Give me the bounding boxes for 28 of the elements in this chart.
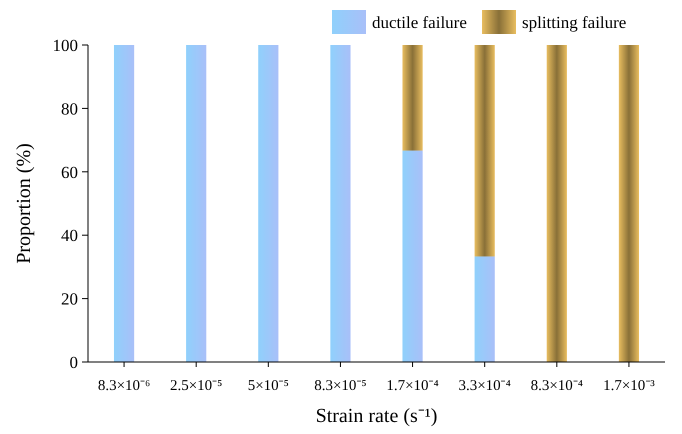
- x-tick-label: 3.3×10⁻⁴: [458, 378, 511, 394]
- bar: [546, 45, 567, 362]
- bar: [618, 45, 640, 362]
- y-tick-label: 60: [61, 162, 78, 182]
- legend-label: ductile failure: [372, 13, 467, 32]
- x-tick-label: 1.7×10⁻³: [603, 378, 656, 394]
- x-tick-label: 8.3×10⁻⁴: [530, 378, 584, 394]
- bar: [474, 256, 495, 362]
- bar: [186, 45, 206, 362]
- y-axis-title: Proportion (%): [13, 143, 35, 264]
- bar: [114, 45, 134, 362]
- y-tick-label: 20: [61, 290, 78, 309]
- bar: [402, 45, 423, 151]
- x-tick-label: 5×10⁻⁵: [248, 378, 289, 394]
- legend-label: splitting failure: [522, 13, 626, 32]
- bar: [330, 45, 351, 362]
- bar: [258, 45, 278, 362]
- y-tick-label: 40: [61, 226, 78, 246]
- x-tick-label: 8.3×10⁻⁵: [314, 378, 367, 394]
- x-tick-label: 2.5×10⁻⁵: [170, 378, 222, 394]
- y-tick-label: 0: [70, 352, 78, 372]
- bar: [402, 150, 423, 362]
- x-tick-label: 8.3×10⁻⁶: [98, 378, 150, 394]
- bar: [474, 45, 495, 256]
- x-axis-title: Strain rate (s⁻¹): [316, 405, 438, 427]
- x-tick-label: 1.7×10⁻⁴: [386, 378, 439, 394]
- y-tick-label: 80: [61, 99, 78, 118]
- y-tick-label: 100: [52, 36, 78, 55]
